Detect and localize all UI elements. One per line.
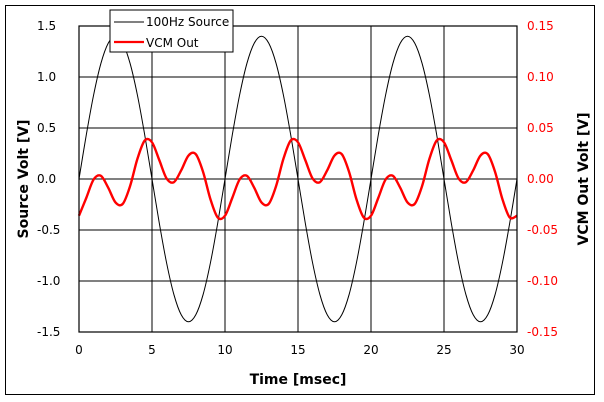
series-vcm-out-line	[77, 137, 518, 221]
y2-tick-label: -0.05	[527, 223, 558, 237]
x-tick-label: 20	[363, 343, 378, 357]
y2-tick-label: 0.05	[527, 121, 554, 135]
y-tick-label: -0.5	[37, 223, 60, 237]
y2-tick-label: 0.15	[527, 19, 554, 33]
y2-tick-label: 0.10	[527, 70, 554, 84]
plot-area	[78, 25, 518, 333]
legend-label-source: 100Hz Source	[146, 15, 229, 29]
chart-frame	[5, 5, 595, 395]
y-tick-label: 0.5	[37, 121, 56, 135]
y-tick-label: -1.0	[37, 274, 60, 288]
x-tick-label: 5	[148, 343, 156, 357]
x-tick-label: 0	[75, 343, 83, 357]
y2-tick-label: 0.00	[527, 172, 554, 186]
series-layer	[77, 35, 518, 323]
y-tick-label: -1.5	[37, 325, 60, 339]
x-tick-label: 30	[509, 343, 524, 357]
y-tick-label: 0.0	[37, 172, 56, 186]
x-axis-ticks: 0 5 10 15 20 25 30	[75, 343, 524, 357]
legend: 100Hz Source VCM Out	[109, 9, 234, 53]
legend-label-vcm: VCM Out	[146, 36, 199, 50]
series-source-line	[78, 35, 518, 323]
y-tick-label: 1.0	[37, 70, 56, 84]
right-axis-ticks: 0.15 0.10 0.05 0.00 -0.05 -0.10 -0.15	[527, 19, 558, 339]
y2-tick-label: -0.15	[527, 325, 558, 339]
y-axis-title: Source Volt [V]	[16, 120, 32, 239]
x-tick-label: 25	[436, 343, 451, 357]
y2-tick-label: -0.10	[527, 274, 558, 288]
left-axis-ticks: 1.5 1.0 0.5 0.0 -0.5 -1.0 -1.5	[37, 19, 60, 339]
x-tick-label: 10	[217, 343, 232, 357]
x-tick-label: 15	[290, 343, 305, 357]
y2-axis-title: VCM Out Volt [V]	[576, 112, 592, 245]
y-tick-label: 1.5	[37, 19, 56, 33]
x-axis-title: Time [msec]	[250, 372, 347, 388]
